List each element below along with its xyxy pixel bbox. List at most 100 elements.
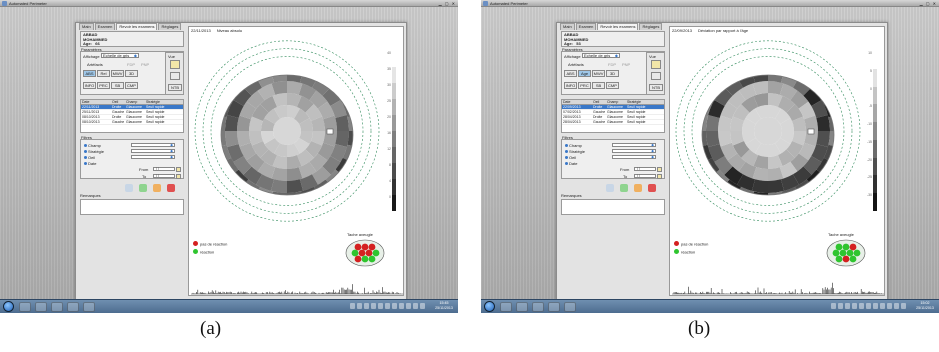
tray-icon[interactable]	[350, 303, 355, 309]
info-button-2[interactable]: SB	[592, 82, 605, 89]
filter-input[interactable]: ◆	[612, 143, 656, 147]
export-icon[interactable]	[153, 184, 161, 192]
ntb-button[interactable]: NTB	[649, 84, 663, 91]
mode-button-0[interactable]: ABS	[83, 70, 96, 77]
tab-1[interactable]: Examen	[94, 23, 116, 30]
artefact-pnp[interactable]: PNP	[141, 62, 150, 67]
tray-icon[interactable]	[887, 303, 892, 309]
column-header[interactable]: Date	[82, 100, 90, 104]
column-header[interactable]: Date	[563, 100, 571, 104]
document-icon[interactable]	[170, 72, 180, 80]
to-date-input[interactable]: / /	[634, 174, 656, 178]
tray-icon[interactable]	[873, 303, 878, 309]
taskbar-explorer-icon[interactable]	[516, 302, 528, 312]
filter-input[interactable]: ◆	[612, 149, 656, 153]
filter-item[interactable]: Date	[84, 161, 96, 166]
taskbar-browser-icon[interactable]	[500, 302, 512, 312]
table-row[interactable]: 25/11/2013 Gauche Glaucome Seuil rapide	[81, 110, 183, 115]
tray-icon[interactable]	[894, 303, 899, 309]
taskbar-app-icon[interactable]	[548, 302, 560, 312]
tray-icon[interactable]	[880, 303, 885, 309]
from-date-input[interactable]: / /	[153, 167, 175, 171]
mode-button-0[interactable]: ABS	[564, 70, 577, 77]
table-row[interactable]: 08/10/2013 Gauche Glaucome Seuil rapide	[81, 120, 183, 125]
table-row[interactable]: 28/04/2013 Droite Glaucome Seuil rapide	[562, 115, 664, 120]
tray-icon[interactable]	[866, 303, 871, 309]
filter-item[interactable]: Stratégie	[84, 149, 104, 154]
filter-item[interactable]: Stratégie	[565, 149, 585, 154]
refresh-icon[interactable]	[620, 184, 628, 192]
filter-input[interactable]: ◆	[612, 155, 656, 159]
tray-icon[interactable]	[357, 303, 362, 309]
mode-button-1[interactable]: Rel	[97, 70, 110, 77]
calendar-icon[interactable]	[657, 167, 662, 172]
from-date-input[interactable]: / /	[634, 167, 656, 171]
tray-icon[interactable]	[399, 303, 404, 309]
tray-icon[interactable]	[845, 303, 850, 309]
print-icon[interactable]	[651, 60, 661, 69]
filter-item[interactable]: Champ	[84, 143, 101, 148]
table-row[interactable]: 28/04/2013 Gauche Glaucome Seuil rapide	[562, 120, 664, 125]
tray-icon[interactable]	[852, 303, 857, 309]
delete-icon[interactable]	[648, 184, 656, 192]
filter-item[interactable]: Oeil	[84, 155, 95, 160]
ntb-button[interactable]: NTB	[168, 84, 182, 91]
taskbar-media-icon[interactable]	[532, 302, 544, 312]
display-select[interactable]: Echelle de gris ◆	[582, 53, 620, 58]
mode-button-3[interactable]: 3D	[606, 70, 619, 77]
tray-icon[interactable]	[378, 303, 383, 309]
tab-1[interactable]: Examen	[575, 23, 597, 30]
calendar-icon[interactable]	[176, 174, 181, 179]
tab-2[interactable]: Revoir les examens	[116, 23, 158, 30]
tab-0[interactable]: Main	[560, 23, 575, 30]
column-header[interactable]: Stratégie	[627, 100, 642, 104]
start-button[interactable]	[3, 301, 14, 312]
taskbar-app2-icon[interactable]	[83, 302, 95, 312]
info-button-3[interactable]: CMP	[606, 82, 619, 89]
column-header[interactable]: Oeil	[112, 100, 119, 104]
info-button-1[interactable]: PRC	[578, 82, 591, 89]
filter-item[interactable]: Oeil	[565, 155, 576, 160]
mode-button-3[interactable]: 3D	[125, 70, 138, 77]
table-row[interactable]: 08/10/2013 Droite Glaucome Seuil rapide	[81, 115, 183, 120]
filter-item[interactable]: Date	[565, 161, 577, 166]
filter-input[interactable]: ◆	[131, 149, 175, 153]
tray-icon[interactable]	[364, 303, 369, 309]
remarks-textarea[interactable]	[80, 199, 184, 215]
tab-3[interactable]: Réglages	[158, 23, 182, 30]
tray-icon[interactable]	[392, 303, 397, 309]
table-row[interactable]: 22/11/2013 Droite Glaucome Seuil rapide	[81, 105, 183, 110]
artefact-fdp[interactable]: FDP	[127, 62, 135, 67]
remarks-textarea[interactable]	[561, 199, 665, 215]
tray-icon[interactable]	[371, 303, 376, 309]
taskbar-media-icon[interactable]	[51, 302, 63, 312]
export-icon[interactable]	[634, 184, 642, 192]
refresh-icon[interactable]	[139, 184, 147, 192]
filter-item[interactable]: Champ	[565, 143, 582, 148]
window-controls[interactable]: ▁ ▢ ✕	[438, 1, 456, 6]
column-header[interactable]: Champ	[126, 100, 138, 104]
tray-icon[interactable]	[406, 303, 411, 309]
mode-button-2[interactable]: MWV	[111, 70, 124, 77]
tray-icon[interactable]	[831, 303, 836, 309]
tray-icon[interactable]	[859, 303, 864, 309]
taskbar-browser-icon[interactable]	[19, 302, 31, 312]
calendar-icon[interactable]	[176, 167, 181, 172]
tray-icon[interactable]	[385, 303, 390, 309]
taskbar-explorer-icon[interactable]	[35, 302, 47, 312]
filter-input[interactable]: ◆	[131, 143, 175, 147]
tab-3[interactable]: Réglages	[639, 23, 663, 30]
artefact-fdp[interactable]: FDP	[608, 62, 616, 67]
calendar-icon[interactable]	[657, 174, 662, 179]
print-icon[interactable]	[170, 60, 180, 69]
taskbar-app2-icon[interactable]	[564, 302, 576, 312]
table-row[interactable]: 22/09/2013 Droite Glaucome Seuil rapide	[562, 105, 664, 110]
taskbar-app-icon[interactable]	[67, 302, 79, 312]
display-select[interactable]: Echelle de gris ◆	[101, 53, 139, 58]
start-button[interactable]	[484, 301, 495, 312]
column-header[interactable]: Champ	[607, 100, 619, 104]
tray-icon[interactable]	[838, 303, 843, 309]
mode-button-1[interactable]: Age	[578, 70, 591, 77]
window-controls[interactable]: ▁ ▢ ✕	[919, 1, 937, 6]
info-button-2[interactable]: SB	[111, 82, 124, 89]
